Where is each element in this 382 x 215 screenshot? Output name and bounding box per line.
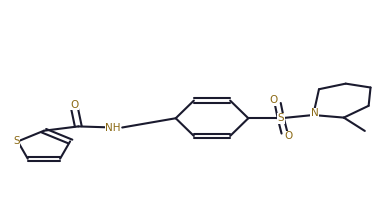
Text: O: O: [70, 100, 79, 110]
Text: S: S: [13, 136, 20, 146]
Text: S: S: [277, 113, 284, 123]
Text: O: O: [284, 131, 293, 141]
Text: O: O: [269, 95, 277, 105]
Text: NH: NH: [105, 123, 121, 133]
Text: N: N: [311, 108, 318, 118]
